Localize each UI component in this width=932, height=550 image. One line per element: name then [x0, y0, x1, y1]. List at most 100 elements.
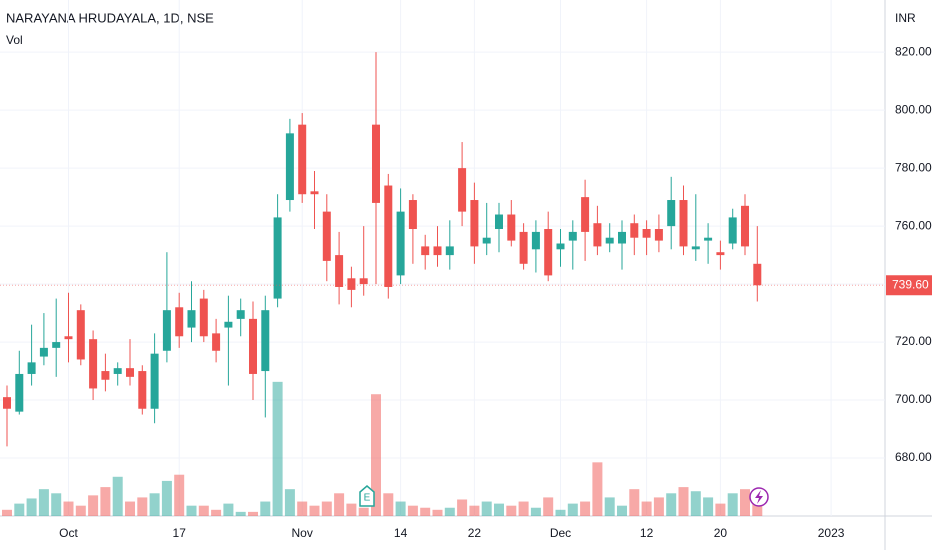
volume-bar [63, 501, 74, 516]
volume-bar [358, 507, 369, 516]
candle-body [642, 229, 651, 238]
chart-title: NARAYANA HRUDAYALA, 1D, NSE [6, 10, 214, 25]
volume-bar [161, 480, 172, 516]
volume-bar [334, 493, 345, 516]
candle-body [458, 168, 467, 212]
earnings-icon[interactable]: E [359, 485, 375, 507]
x-tick-label: Nov [292, 526, 313, 540]
volume-bar [235, 511, 246, 516]
candle-body [150, 353, 159, 409]
volume-bar [518, 501, 529, 516]
volume-bar [690, 491, 701, 516]
volume-bar [653, 497, 664, 516]
candle-body [593, 223, 602, 247]
candle-body [322, 211, 331, 261]
candle-body [667, 200, 676, 227]
candle-body [187, 310, 196, 328]
candle-body [126, 368, 134, 377]
lightning-icon[interactable] [749, 487, 769, 507]
y-tick-label: 800.00 [895, 102, 932, 116]
candle-body [408, 200, 417, 230]
volume-bar [248, 511, 258, 516]
candle-body [728, 217, 737, 244]
volume-bar [420, 507, 431, 516]
volume-bar [432, 509, 443, 516]
volume-bar [88, 495, 99, 516]
x-tick-label: 20 [714, 526, 728, 540]
svg-text:E: E [364, 493, 371, 504]
candle-body [199, 298, 208, 337]
candle-body [298, 124, 307, 195]
candle-body [64, 336, 73, 340]
volume-bar [555, 509, 566, 516]
volume-bar [543, 497, 554, 516]
volume-bar [297, 501, 308, 516]
candle-body [372, 124, 380, 203]
candle-body [236, 310, 245, 319]
volume-bar [592, 462, 603, 516]
volume-bar [137, 497, 148, 516]
candle-body [482, 237, 491, 244]
candle-body [347, 278, 356, 290]
x-tick-label: 14 [394, 526, 408, 540]
candle-body [359, 278, 368, 285]
last-price-label: 739.60 [892, 277, 929, 291]
candle-body [630, 223, 639, 238]
volume-bar [530, 507, 541, 516]
candle-body [519, 231, 528, 264]
y-tick-label: 780.00 [895, 160, 932, 174]
volume-bar [309, 505, 320, 516]
candle-body [113, 368, 122, 374]
candle-body [101, 371, 110, 380]
volume-bar [506, 505, 517, 516]
candle-body [741, 205, 749, 247]
candle-body [691, 246, 700, 250]
volume-bar [740, 489, 750, 516]
y-tick-label: 760.00 [895, 218, 932, 232]
candle-body [261, 310, 270, 372]
volume-bar [26, 498, 37, 516]
candle-body [273, 217, 282, 299]
last-price-tag [886, 275, 932, 296]
volume-bar [629, 489, 640, 516]
volume-bar [457, 499, 468, 516]
candle-body [27, 362, 36, 374]
volume-bar [174, 474, 185, 516]
volume-bar [604, 497, 615, 516]
candle-body [507, 214, 516, 241]
candle-body [495, 214, 503, 230]
candle-body [3, 397, 11, 409]
candle-body [421, 246, 430, 256]
candle-body [335, 255, 344, 287]
volume-bar [567, 503, 578, 516]
candle-body [654, 229, 663, 241]
currency-label: INR [895, 11, 916, 25]
volume-bar [38, 489, 49, 516]
candle-body [76, 310, 85, 360]
x-tick-label: 12 [640, 526, 654, 540]
volume-bar [727, 493, 738, 516]
volume-bar [641, 501, 652, 516]
volume-bar [666, 493, 677, 516]
volume-bar [284, 489, 295, 516]
volume-bar [75, 505, 86, 516]
volume-bar [494, 503, 504, 516]
volume-bar [703, 497, 714, 516]
candle-body [224, 321, 233, 328]
volume-bar [617, 505, 627, 516]
candle-body [52, 342, 61, 348]
y-tick-label: 700.00 [895, 392, 932, 406]
volume-bar [395, 501, 406, 516]
candle-body [396, 211, 405, 276]
candle-body [15, 373, 24, 412]
volume-bar [481, 501, 492, 516]
candle-body [310, 191, 319, 195]
volume-bar [272, 381, 283, 516]
candle-body [531, 231, 540, 250]
candle-body [249, 318, 257, 374]
volume-bar [2, 509, 12, 516]
candle-body [716, 252, 725, 256]
candle-body [162, 310, 171, 351]
